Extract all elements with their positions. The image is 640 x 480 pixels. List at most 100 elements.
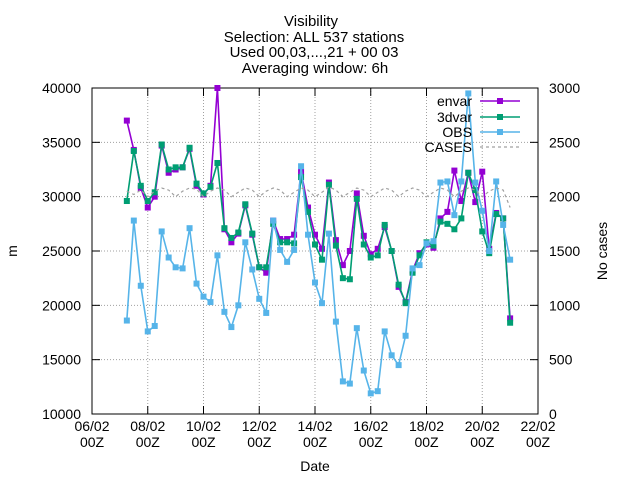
y2-tick-label: 500 — [549, 352, 573, 368]
series-point-3dvar — [472, 187, 479, 194]
series-point-envar — [367, 251, 374, 258]
series-point-3dvar — [144, 198, 151, 205]
series-point-obs — [360, 367, 367, 374]
series-point-envar — [305, 204, 312, 211]
series-point-3dvar — [500, 215, 507, 222]
series-point-obs — [374, 388, 381, 395]
series-point-3dvar — [242, 201, 249, 208]
title-line-4: Averaging window: 6h — [242, 60, 388, 77]
series-point-obs — [409, 265, 416, 272]
series-point-3dvar — [388, 248, 395, 254]
y2-tick-label: 1500 — [549, 243, 580, 259]
x-tick-label-date: 20/02 — [465, 418, 500, 434]
series-point-3dvar — [123, 198, 130, 205]
series-point-obs — [207, 299, 214, 306]
series-point-obs — [214, 252, 221, 259]
series-point-obs — [339, 378, 346, 385]
series-point-envar — [353, 190, 360, 197]
series-point-envar — [374, 245, 381, 252]
series-group — [123, 85, 514, 397]
series-point-obs — [465, 90, 472, 97]
series-point-3dvar — [318, 256, 325, 263]
series-point-envar — [277, 236, 284, 243]
x-tick-label-date: 14/02 — [297, 418, 332, 434]
x-tick-label-hour: 00Z — [359, 434, 384, 450]
series-point-3dvar — [374, 252, 381, 259]
series-point-envar — [284, 236, 291, 243]
series-point-obs — [381, 328, 388, 335]
series-point-envar — [123, 117, 130, 124]
series-point-obs — [249, 266, 256, 273]
series-point-obs — [367, 390, 374, 397]
series-point-3dvar — [263, 264, 270, 271]
series-point-envar — [312, 231, 318, 238]
x-tick-label-hour: 00Z — [80, 434, 105, 450]
x-tick-label-date: 22/02 — [520, 418, 555, 434]
series-point-obs — [221, 308, 228, 315]
y2-tick-label: 1000 — [549, 297, 580, 313]
series-point-3dvar — [346, 276, 353, 283]
series-point-3dvar — [353, 195, 360, 202]
series-point-3dvar — [165, 166, 172, 173]
series-point-obs — [235, 302, 242, 309]
series-point-3dvar — [298, 174, 305, 181]
x-tick-label-hour: 00Z — [191, 434, 216, 450]
y-tick-label: 10000 — [42, 406, 81, 422]
y-tick-label: 25000 — [42, 243, 81, 259]
series-point-obs — [277, 246, 284, 253]
series-point-3dvar — [339, 275, 346, 282]
title-line-2: Selection: ALL 537 stations — [224, 29, 404, 46]
y2-axis-label: No cases — [594, 222, 610, 280]
series-point-envar — [346, 248, 353, 254]
series-point-3dvar — [200, 190, 207, 197]
legend-marker-envar — [497, 98, 503, 104]
y2-tick-label: 3000 — [549, 80, 580, 96]
series-point-3dvar — [367, 254, 374, 261]
series-point-obs — [458, 178, 465, 185]
series-point-obs — [479, 207, 486, 214]
series-point-3dvar — [228, 234, 235, 241]
x-tick-label-date: 12/02 — [242, 418, 277, 434]
series-point-obs — [430, 238, 437, 245]
series-point-obs — [144, 328, 151, 335]
x-tick-label-date: 16/02 — [353, 418, 388, 434]
series-point-3dvar — [479, 228, 486, 235]
series-point-3dvar — [130, 148, 137, 155]
series-point-obs — [437, 179, 444, 186]
series-point-envar — [451, 167, 458, 174]
series-point-3dvar — [249, 230, 256, 237]
chart-title: Visibility Selection: ALL 537 stations U… — [224, 13, 404, 77]
legend-label-3dvar: 3dvar — [437, 109, 472, 125]
series-point-3dvar — [137, 182, 144, 189]
series-point-obs — [451, 212, 458, 219]
series-point-3dvar — [256, 264, 263, 271]
series-point-obs — [388, 352, 395, 359]
series-point-obs — [165, 254, 172, 261]
series-point-3dvar — [437, 218, 444, 225]
series-point-obs — [353, 325, 360, 332]
series-point-obs — [284, 258, 291, 265]
title-line-1: Visibility — [284, 13, 338, 30]
series-point-obs — [151, 322, 158, 329]
series-point-3dvar — [221, 225, 228, 232]
series-point-obs — [242, 239, 249, 246]
series-point-obs — [507, 256, 514, 263]
x-tick-label-date: 10/02 — [186, 418, 221, 434]
y-tick-label: 20000 — [42, 297, 81, 313]
title-line-3: Used 00,03,...,21 + 00 03 — [230, 44, 399, 61]
series-point-obs — [298, 163, 305, 170]
series-point-3dvar — [395, 281, 402, 288]
series-point-obs — [312, 279, 318, 286]
series-point-envar — [263, 269, 270, 276]
series-point-envar — [339, 262, 346, 269]
legend-label-obs: OBS — [442, 124, 472, 140]
legend-label-cases: CASES — [425, 139, 472, 155]
x-tick-label-hour: 00Z — [303, 434, 328, 450]
series-line-cases — [126, 186, 511, 208]
series-point-3dvar — [465, 169, 472, 176]
series-point-3dvar — [284, 239, 291, 246]
series-point-obs — [256, 295, 263, 302]
series-point-obs — [472, 179, 479, 186]
